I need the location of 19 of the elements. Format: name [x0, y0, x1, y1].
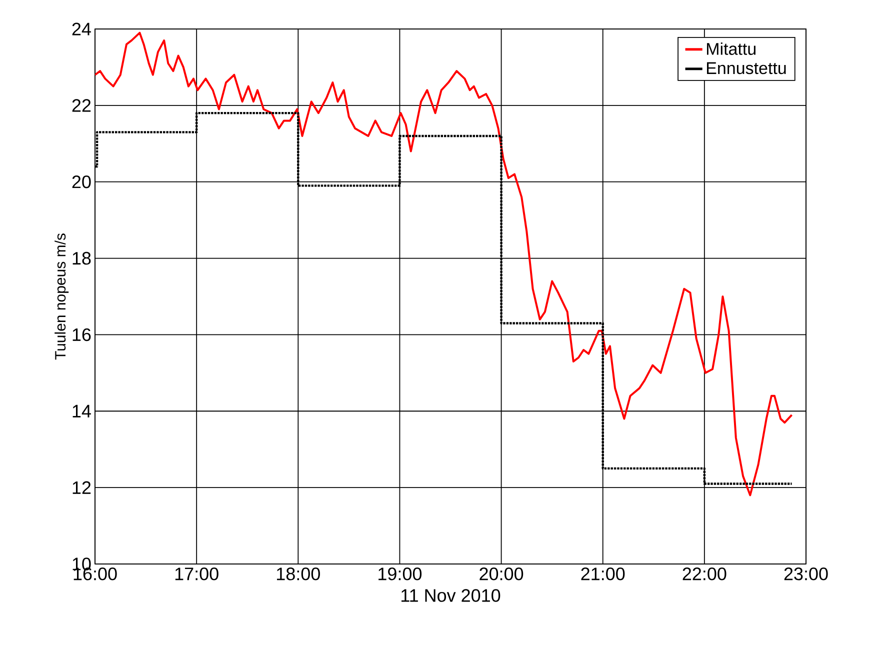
- y-tick-label: 20: [72, 175, 91, 188]
- y-tick-label: 12: [72, 481, 91, 494]
- y-tick-label: 24: [72, 22, 91, 36]
- y-axis-title: Tuulen nopeus m/s: [54, 234, 69, 360]
- x-tick-label: 22:00: [682, 568, 726, 580]
- x-tick-label: 23:00: [784, 568, 828, 580]
- x-tick-label: 17:00: [175, 568, 218, 580]
- x-axis-title: 11 Nov 2010: [401, 589, 500, 602]
- y-tick-label: 22: [72, 99, 91, 112]
- legend-label: Mitattu: [706, 42, 756, 55]
- x-tick-label: 20:00: [480, 568, 524, 580]
- legend-label: Ennustettu: [706, 62, 786, 74]
- line-series: [95, 32, 793, 496]
- y-tick-label: 18: [72, 252, 91, 265]
- y-tick-label: 14: [72, 404, 91, 418]
- x-tick-label: 19:00: [378, 568, 422, 580]
- y-tick-label: 16: [72, 328, 91, 342]
- x-tick-label: 18:00: [276, 568, 320, 580]
- x-tick-label: 21:00: [581, 568, 625, 580]
